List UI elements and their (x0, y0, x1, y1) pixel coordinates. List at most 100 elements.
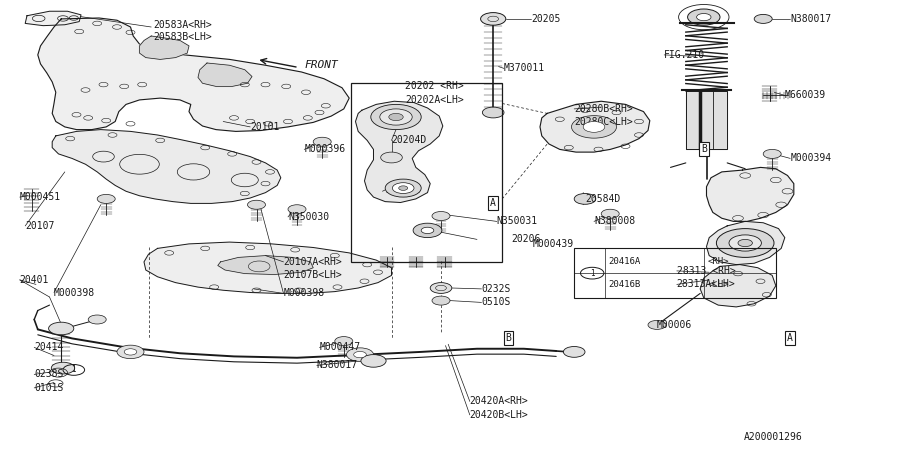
Text: 1: 1 (590, 269, 595, 278)
Circle shape (574, 194, 596, 204)
Text: N350031: N350031 (497, 216, 538, 226)
Text: 20583B<LH>: 20583B<LH> (153, 32, 211, 42)
Text: M00006: M00006 (657, 320, 692, 330)
Text: 20280C<LH>: 20280C<LH> (574, 117, 633, 127)
Text: A: A (788, 333, 793, 343)
Circle shape (697, 14, 711, 21)
Text: N380017: N380017 (317, 360, 358, 370)
Polygon shape (218, 256, 313, 274)
Text: 20416B: 20416B (608, 280, 641, 289)
Circle shape (572, 116, 616, 138)
Text: FIG.210: FIG.210 (664, 50, 706, 60)
Text: 20416A: 20416A (608, 257, 641, 266)
Text: 20420A<RH>: 20420A<RH> (470, 396, 528, 406)
Text: FRONT: FRONT (304, 60, 338, 70)
Text: 20584D: 20584D (585, 194, 620, 204)
Circle shape (354, 351, 366, 358)
Circle shape (413, 223, 442, 238)
Circle shape (432, 212, 450, 220)
Circle shape (361, 355, 386, 367)
Text: M000394: M000394 (790, 153, 832, 163)
Circle shape (583, 122, 605, 132)
Circle shape (392, 183, 414, 194)
Circle shape (729, 235, 761, 251)
Circle shape (385, 179, 421, 197)
Text: 20206: 20206 (511, 234, 541, 244)
Text: 28313 <RH>: 28313 <RH> (677, 266, 735, 276)
Text: M000439: M000439 (533, 239, 574, 249)
Text: 20204D: 20204D (392, 135, 427, 145)
Text: 0101S: 0101S (34, 383, 64, 393)
Text: N350030: N350030 (288, 212, 329, 222)
Text: M000396: M000396 (304, 144, 346, 154)
Polygon shape (140, 36, 189, 59)
Circle shape (754, 14, 772, 23)
Circle shape (763, 149, 781, 158)
Polygon shape (700, 265, 776, 307)
Circle shape (248, 200, 266, 209)
Circle shape (399, 186, 408, 190)
Text: 20202 <RH>: 20202 <RH> (405, 81, 464, 91)
Polygon shape (706, 167, 794, 221)
Text: 20401: 20401 (20, 275, 50, 285)
Bar (351, 83, 502, 262)
Text: 20107B<LH>: 20107B<LH> (284, 270, 342, 280)
Polygon shape (706, 221, 785, 265)
Text: 0238S: 0238S (34, 369, 64, 379)
Circle shape (432, 296, 450, 305)
Text: 28313A<LH>: 28313A<LH> (677, 279, 735, 289)
Circle shape (124, 349, 137, 355)
Circle shape (738, 239, 752, 247)
Circle shape (563, 346, 585, 357)
Text: A200001296: A200001296 (744, 432, 803, 442)
Text: M000398: M000398 (284, 288, 325, 298)
Text: M000451: M000451 (20, 192, 61, 202)
Polygon shape (38, 18, 349, 131)
Circle shape (97, 194, 115, 203)
Circle shape (716, 229, 774, 257)
Polygon shape (540, 101, 650, 152)
Text: 20204I: 20204I (385, 185, 420, 195)
Text: 20205: 20205 (531, 14, 561, 24)
Circle shape (421, 227, 434, 234)
Circle shape (335, 337, 353, 346)
Text: 20107A<RH>: 20107A<RH> (284, 257, 342, 267)
Circle shape (49, 322, 74, 335)
Bar (574, 248, 776, 298)
Text: 20101: 20101 (250, 122, 280, 132)
Circle shape (688, 9, 720, 25)
Circle shape (601, 209, 619, 218)
Circle shape (117, 345, 144, 359)
Polygon shape (25, 11, 81, 26)
Text: M370011: M370011 (504, 63, 545, 73)
Polygon shape (198, 63, 252, 86)
Circle shape (51, 362, 75, 374)
Text: 1: 1 (71, 365, 76, 374)
Text: 0232S: 0232S (482, 284, 511, 294)
Text: M660039: M660039 (785, 90, 826, 100)
Polygon shape (52, 130, 281, 203)
Text: 20202A<LH>: 20202A<LH> (405, 95, 464, 105)
Text: B: B (701, 144, 706, 154)
Circle shape (481, 13, 506, 25)
Circle shape (389, 113, 403, 121)
Circle shape (381, 152, 402, 163)
Circle shape (380, 109, 412, 125)
Text: N380008: N380008 (594, 216, 635, 226)
Text: 20280B<RH>: 20280B<RH> (574, 104, 633, 114)
Text: B: B (506, 333, 511, 343)
Circle shape (288, 205, 306, 214)
Circle shape (313, 137, 331, 146)
Text: N380017: N380017 (790, 14, 832, 24)
Polygon shape (356, 101, 443, 202)
Text: <RH>: <RH> (707, 257, 729, 266)
Polygon shape (686, 91, 727, 149)
Text: 20414: 20414 (34, 342, 64, 352)
Text: 20583A<RH>: 20583A<RH> (153, 20, 211, 30)
Circle shape (430, 283, 452, 293)
Text: 20107: 20107 (25, 221, 55, 231)
Text: A: A (491, 198, 496, 208)
Text: <LH>: <LH> (707, 280, 729, 289)
Circle shape (482, 107, 504, 118)
Text: 20420B<LH>: 20420B<LH> (470, 410, 528, 420)
